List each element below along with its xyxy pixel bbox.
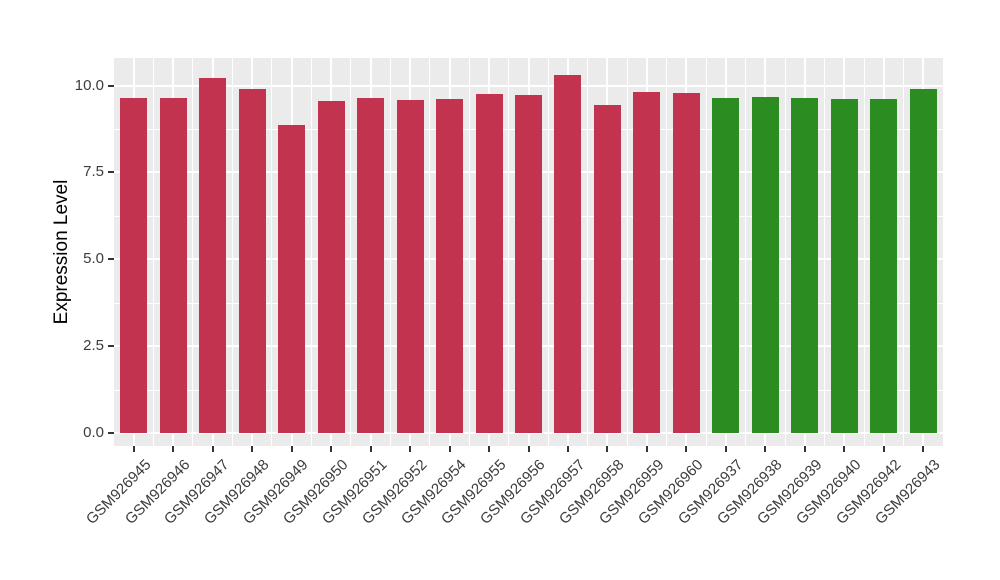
- x-tick-mark: [606, 446, 609, 452]
- x-tick-mark: [922, 446, 925, 452]
- x-tick-mark: [764, 446, 767, 452]
- gridline-minor-vertical: [231, 58, 233, 446]
- x-tick-mark: [172, 446, 175, 452]
- x-tick-mark: [488, 446, 491, 452]
- y-tick-mark: [108, 258, 114, 261]
- x-tick-mark: [882, 446, 885, 452]
- gridline-minor-vertical: [429, 58, 431, 446]
- bar-GSM926943: [909, 88, 937, 433]
- y-tick-mark: [108, 84, 114, 87]
- x-tick-mark: [211, 446, 214, 452]
- gridline-minor-vertical: [784, 58, 786, 446]
- bar-GSM926959: [633, 92, 661, 433]
- bar-GSM926958: [593, 104, 621, 433]
- bar-GSM926937: [712, 97, 740, 433]
- x-tick-mark: [448, 446, 451, 452]
- y-tick-mark: [108, 171, 114, 174]
- gridline-minor-vertical: [666, 58, 668, 446]
- x-tick-mark: [566, 446, 569, 452]
- x-tick-mark: [685, 446, 688, 452]
- x-tick-mark: [290, 446, 293, 452]
- bar-GSM926945: [120, 97, 148, 433]
- bar-GSM926946: [159, 97, 187, 433]
- gridline-minor-vertical: [389, 58, 391, 446]
- gridline-minor-vertical: [310, 58, 312, 446]
- plot-panel: [114, 58, 943, 446]
- bar-GSM926938: [751, 97, 779, 433]
- y-axis-title-text: Expression Level: [51, 179, 72, 325]
- gridline-minor-vertical: [626, 58, 628, 446]
- x-tick-mark: [724, 446, 727, 452]
- y-tick-label: 5.0: [83, 250, 104, 268]
- bar-GSM926942: [870, 98, 898, 433]
- bar-GSM926950: [317, 101, 345, 433]
- x-tick-mark: [843, 446, 846, 452]
- gridline-minor-vertical: [547, 58, 549, 446]
- gridline-minor-vertical: [863, 58, 865, 446]
- bar-GSM926949: [278, 124, 306, 433]
- y-tick-label: 10.0: [74, 76, 104, 94]
- bar-GSM926952: [396, 100, 424, 433]
- y-tick-mark: [108, 432, 114, 434]
- gridline-minor-vertical: [903, 58, 905, 446]
- x-tick-mark: [132, 446, 135, 452]
- x-tick-mark: [645, 446, 648, 452]
- bar-GSM926957: [554, 75, 582, 433]
- bar-GSM926956: [515, 95, 542, 433]
- gridline-minor-vertical: [705, 58, 707, 446]
- gridline-minor-vertical: [271, 58, 273, 446]
- bar-GSM926954: [436, 98, 464, 433]
- gridline-minor-vertical: [152, 58, 154, 446]
- x-tick-mark: [409, 446, 412, 452]
- y-tick-label: 2.5: [83, 337, 104, 355]
- y-tick-label: 7.5: [83, 163, 104, 181]
- bar-GSM926955: [475, 94, 503, 433]
- gridline-minor-vertical: [468, 58, 470, 446]
- gridline-minor-vertical: [508, 58, 510, 446]
- bar-GSM926951: [357, 98, 385, 433]
- x-tick-mark: [527, 446, 530, 452]
- bar-GSM926940: [830, 99, 858, 433]
- bar-GSM926948: [238, 88, 266, 433]
- gridline-minor-vertical: [824, 58, 826, 446]
- x-tick-mark: [803, 446, 806, 452]
- bar-GSM926939: [791, 98, 819, 433]
- gridline-minor-vertical: [350, 58, 352, 446]
- x-tick-mark: [369, 446, 372, 452]
- x-tick-mark: [330, 446, 333, 452]
- bar-GSM926947: [199, 77, 227, 433]
- gridline-minor-vertical: [587, 58, 589, 446]
- gridline-minor-vertical: [745, 58, 747, 446]
- bar-GSM926960: [672, 93, 700, 433]
- y-tick-label: 0.0: [83, 424, 104, 441]
- y-tick-mark: [108, 345, 114, 348]
- x-tick-mark: [251, 446, 254, 452]
- gridline-minor-vertical: [192, 58, 194, 446]
